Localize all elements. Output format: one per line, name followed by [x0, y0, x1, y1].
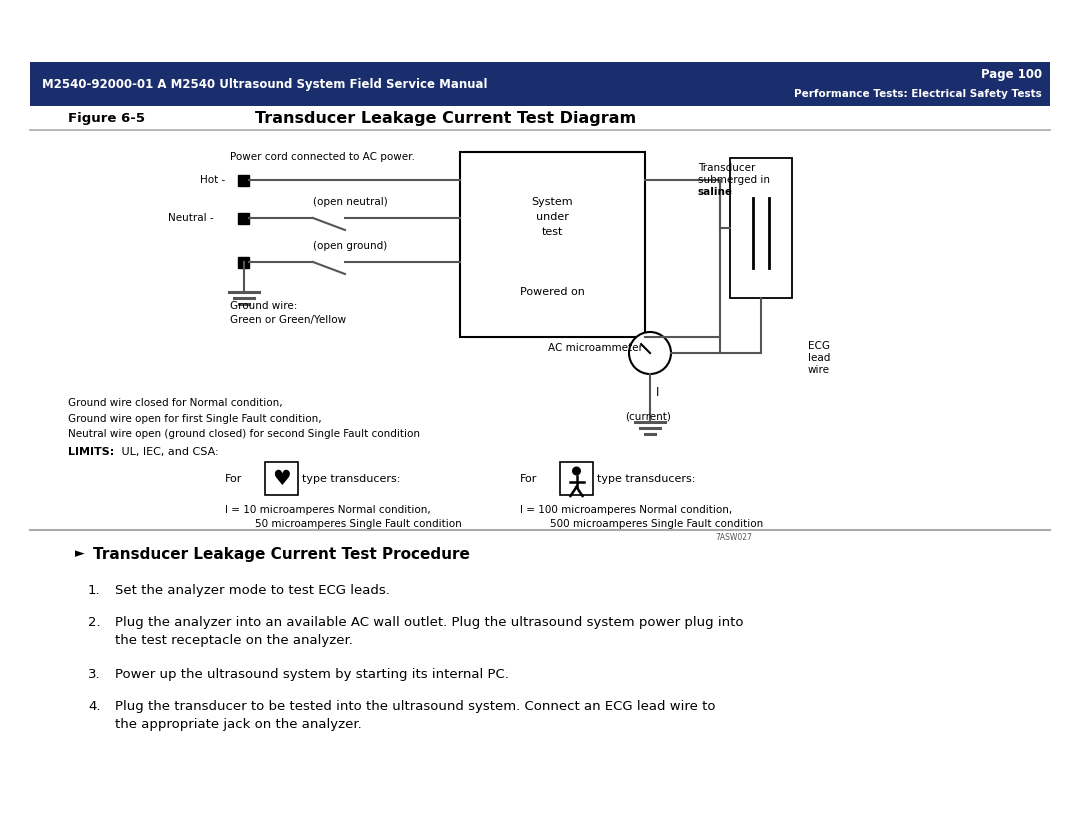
Text: wire: wire	[808, 365, 831, 375]
Text: 3.: 3.	[87, 668, 100, 681]
Text: Hot -: Hot -	[200, 175, 226, 185]
Text: System
under
test: System under test	[531, 197, 573, 237]
Text: M2540-92000-01 A M2540 Ultrasound System Field Service Manual: M2540-92000-01 A M2540 Ultrasound System…	[42, 78, 487, 91]
Text: AC microammeter: AC microammeter	[548, 343, 643, 353]
Circle shape	[629, 332, 671, 374]
Text: I: I	[656, 385, 660, 399]
Text: the test receptacle on the analyzer.: the test receptacle on the analyzer.	[114, 634, 353, 647]
Text: Power cord connected to AC power.: Power cord connected to AC power.	[230, 152, 415, 162]
Text: Page 100: Page 100	[981, 68, 1042, 81]
Bar	[30, 62, 1050, 106]
Text: (open ground): (open ground)	[313, 241, 388, 251]
Text: Transducer Leakage Current Test Diagram: Transducer Leakage Current Test Diagram	[255, 110, 636, 125]
Text: LIMITS:: LIMITS:	[68, 447, 114, 457]
Text: Green or Green/Yellow: Green or Green/Yellow	[230, 315, 346, 325]
Text: I = 100 microamperes Normal condition,: I = 100 microamperes Normal condition,	[519, 505, 732, 515]
Bar	[238, 257, 249, 268]
Text: UL, IEC, and CSA:: UL, IEC, and CSA:	[118, 447, 218, 457]
Text: submerged in: submerged in	[698, 175, 770, 185]
Text: For: For	[225, 474, 242, 484]
Text: Transducer Leakage Current Test Procedure: Transducer Leakage Current Test Procedur…	[93, 546, 470, 561]
Text: Performance Tests: Electrical Safety Tests: Performance Tests: Electrical Safety Tes…	[794, 89, 1042, 99]
Text: ♥: ♥	[272, 469, 291, 489]
Text: (open neutral): (open neutral)	[313, 197, 388, 207]
Text: Transducer: Transducer	[698, 163, 755, 173]
Text: lead: lead	[808, 353, 831, 363]
Text: Power up the ultrasound system by starting its internal PC.: Power up the ultrasound system by starti…	[114, 668, 509, 681]
Text: 50 microamperes Single Fault condition: 50 microamperes Single Fault condition	[255, 519, 462, 529]
Text: the appropriate jack on the analyzer.: the appropriate jack on the analyzer.	[114, 718, 362, 731]
Text: Figure 6-5: Figure 6-5	[68, 112, 145, 124]
Text: type transducers:: type transducers:	[302, 474, 401, 484]
Text: (current): (current)	[625, 411, 671, 421]
Bar	[238, 213, 249, 224]
Text: 500 microamperes Single Fault condition: 500 microamperes Single Fault condition	[550, 519, 764, 529]
Circle shape	[572, 466, 581, 475]
Text: Plug the analyzer into an available AC wall outlet. Plug the ultrasound system p: Plug the analyzer into an available AC w…	[114, 616, 743, 629]
Bar	[561, 462, 593, 495]
Text: Powered on: Powered on	[521, 287, 585, 297]
Text: Set the analyzer mode to test ECG leads.: Set the analyzer mode to test ECG leads.	[114, 584, 390, 597]
Bar	[265, 462, 298, 495]
Text: Ground wire closed for Normal condition,
Ground wire open for first Single Fault: Ground wire closed for Normal condition,…	[68, 398, 420, 440]
Text: Ground wire:: Ground wire:	[230, 301, 297, 311]
Bar	[730, 158, 792, 298]
Text: I = 10 microamperes Normal condition,: I = 10 microamperes Normal condition,	[225, 505, 431, 515]
Text: Neutral -: Neutral -	[168, 213, 214, 223]
Text: 2.: 2.	[87, 616, 100, 629]
Text: 1.: 1.	[87, 584, 100, 597]
Text: 4.: 4.	[87, 700, 100, 713]
Text: Plug the transducer to be tested into the ultrasound system. Connect an ECG lead: Plug the transducer to be tested into th…	[114, 700, 715, 713]
Text: For: For	[519, 474, 538, 484]
Bar	[238, 175, 249, 186]
Text: ►: ►	[75, 547, 84, 560]
Text: saline: saline	[698, 187, 733, 197]
Bar	[460, 152, 645, 337]
Text: type transducers:: type transducers:	[597, 474, 696, 484]
Text: 7ASW027: 7ASW027	[715, 533, 752, 542]
Text: ECG: ECG	[808, 341, 831, 351]
